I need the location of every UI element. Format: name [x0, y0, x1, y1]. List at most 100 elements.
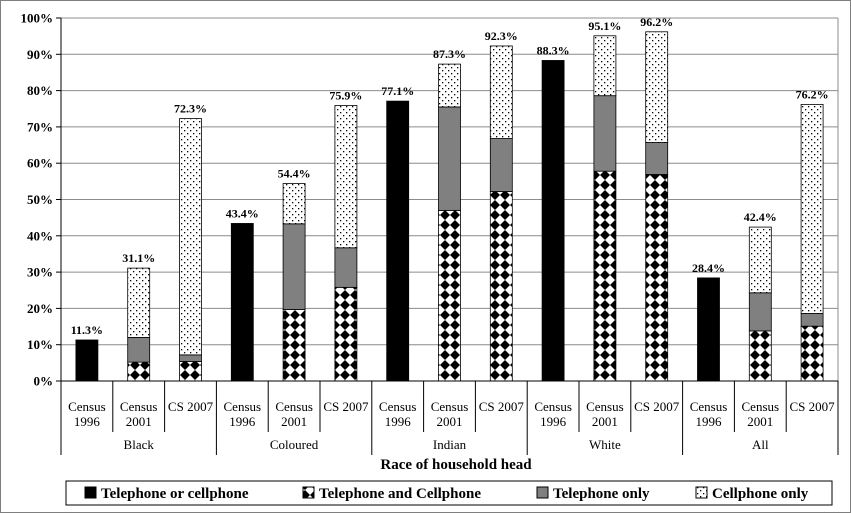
bar-segment-telephone-only: [593, 95, 617, 172]
x-tick-label: Census: [379, 399, 417, 414]
total-label: 72.3%: [174, 102, 207, 116]
bar-segment-telephone-only: [645, 142, 669, 175]
x-tick-label: CS 2007: [634, 399, 680, 414]
legend-swatch: [695, 486, 708, 499]
x-tick-label: 2001: [126, 414, 152, 429]
bar-segment-telephone-only: [438, 106, 461, 211]
x-axis-title: Race of household head: [380, 457, 532, 473]
group-label: All: [752, 437, 769, 452]
total-label: 88.3%: [537, 43, 570, 57]
group-label: White: [589, 437, 621, 452]
group-label: Indian: [433, 437, 467, 452]
total-label: 92.3%: [485, 29, 518, 43]
bar-segment-telephone-or-cellphone: [541, 60, 565, 382]
y-tick-label: 100%: [21, 11, 54, 26]
x-tick-label: Census: [431, 399, 469, 414]
x-tick-label: 2001: [281, 414, 307, 429]
x-tick-label: 2001: [592, 414, 618, 429]
x-tick-label: CS 2007: [479, 399, 525, 414]
total-label: 28.4%: [692, 261, 725, 275]
bar-segment-telephone-and-cellphone: [489, 191, 513, 382]
bar-segment-telephone-only: [489, 138, 513, 192]
y-tick-label: 10%: [27, 337, 53, 352]
y-axis: 0% 10% 20% 30% 40% 50% 60% 70% 80% 90% 100%: [21, 11, 62, 389]
legend-label: Telephone and Cellphone: [319, 486, 481, 502]
bar-segment-telephone-and-cellphone: [127, 361, 151, 382]
legend-label: Cellphone only: [712, 486, 809, 502]
x-tick-label: Census: [690, 399, 728, 414]
total-label: 87.3%: [433, 47, 466, 61]
bar-segment-telephone-only: [748, 292, 772, 332]
total-label: 76.2%: [796, 87, 829, 101]
bar-segment-telephone-and-cellphone: [438, 209, 461, 382]
bar-segment-cellphone-only: [127, 267, 151, 338]
bar-segment-telephone-and-cellphone: [179, 360, 202, 382]
total-label: 75.9%: [329, 88, 362, 102]
x-tick-label: CS 2007: [323, 399, 369, 414]
bar-segment-cellphone-only: [800, 103, 824, 314]
x-tick-label: Census: [120, 399, 158, 414]
y-tick-label: 80%: [27, 83, 53, 98]
legend-swatch: [302, 486, 315, 499]
x-tick-label: 1996: [696, 414, 723, 429]
group-label: Black: [124, 437, 155, 452]
total-label: 11.3%: [71, 323, 103, 337]
x-tick-label: CS 2007: [168, 399, 214, 414]
total-label: 31.1%: [122, 251, 155, 265]
legend-swatch: [536, 486, 549, 499]
bar-segment-cellphone-only: [593, 35, 617, 97]
y-tick-label: 20%: [27, 301, 53, 316]
y-tick-label: 60%: [27, 156, 53, 171]
bar-segment-telephone-only: [282, 223, 306, 310]
bar-segment-telephone-only: [334, 247, 358, 288]
bar-segment-cellphone-only: [438, 63, 461, 108]
bar-segment-telephone-and-cellphone: [748, 330, 772, 382]
x-tick-label: 2001: [437, 414, 463, 429]
total-label: 54.4%: [278, 167, 311, 181]
bars: 11.3% 31.1% 72.3% 43.4% 54.4% 75.9% 77.1% 87.3%…: [71, 15, 829, 382]
bar-segment-cellphone-only: [179, 118, 202, 356]
bar-segment-telephone-or-cellphone: [386, 100, 410, 382]
x-tick-label: 1996: [540, 414, 567, 429]
group-label: Coloured: [270, 437, 319, 452]
x-tick-label: Census: [275, 399, 313, 414]
bar-segment-telephone-only: [179, 354, 202, 362]
y-tick-label: 40%: [27, 228, 53, 243]
x-tick-label: 1996: [229, 414, 256, 429]
x-tick-label: Census: [68, 399, 106, 414]
bar-segment-telephone-and-cellphone: [334, 286, 358, 382]
legend-swatch: [84, 486, 97, 499]
x-tick-label: Census: [742, 399, 780, 414]
x-tick-label: Census: [534, 399, 572, 414]
x-tick-label: Census: [586, 399, 624, 414]
bar-segment-telephone-or-cellphone: [697, 277, 720, 382]
bar-segment-telephone-and-cellphone: [282, 309, 306, 382]
bar-segment-cellphone-only: [748, 226, 772, 294]
total-label: 96.2%: [640, 15, 673, 29]
legend: Telephone or cellphone Telephone and Cell…: [65, 480, 833, 506]
bar-segment-cellphone-only: [334, 105, 358, 249]
x-tick-label: CS 2007: [790, 399, 836, 414]
x-tick-label: Census: [224, 399, 262, 414]
total-label: 95.1%: [588, 19, 621, 33]
bar-segment-telephone-or-cellphone: [230, 223, 254, 382]
bar-segment-cellphone-only: [489, 45, 513, 139]
bar-segment-telephone-and-cellphone: [645, 174, 669, 382]
y-tick-label: 50%: [27, 192, 53, 207]
bar-segment-telephone-only: [127, 337, 151, 363]
bar-segment-telephone-and-cellphone: [800, 325, 824, 382]
y-tick-label: 30%: [27, 265, 53, 280]
legend-label: Telephone or cellphone: [101, 486, 249, 502]
total-label: 43.4%: [226, 206, 259, 220]
x-tick-label: 1996: [74, 414, 101, 429]
bar-segment-telephone-only: [800, 313, 824, 327]
y-tick-label: 90%: [27, 47, 53, 62]
total-label: 42.4%: [744, 210, 777, 224]
legend-label: Telephone only: [553, 486, 650, 502]
x-tick-label: 1996: [385, 414, 412, 429]
bar-segment-cellphone-only: [282, 183, 306, 225]
bar-segment-cellphone-only: [645, 31, 669, 143]
x-tick-label: 2001: [747, 414, 773, 429]
